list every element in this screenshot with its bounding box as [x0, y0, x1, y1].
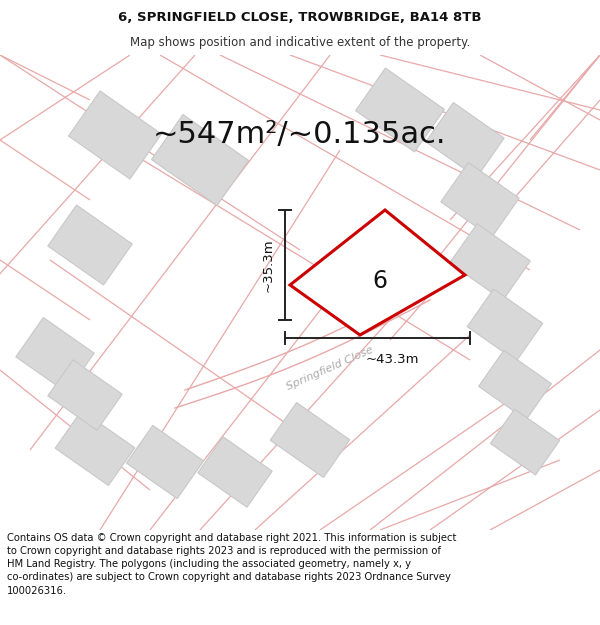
Polygon shape — [426, 102, 504, 178]
Polygon shape — [151, 114, 248, 206]
Polygon shape — [479, 351, 551, 419]
Text: Springfield Close: Springfield Close — [285, 344, 375, 392]
Polygon shape — [55, 411, 135, 486]
Text: Map shows position and indicative extent of the property.: Map shows position and indicative extent… — [130, 36, 470, 49]
Polygon shape — [16, 318, 94, 392]
Polygon shape — [490, 409, 560, 475]
Text: Contains OS data © Crown copyright and database right 2021. This information is : Contains OS data © Crown copyright and d… — [7, 533, 457, 596]
Polygon shape — [467, 289, 543, 361]
Text: ~35.3m: ~35.3m — [262, 238, 275, 292]
Polygon shape — [290, 210, 465, 335]
Polygon shape — [270, 402, 350, 478]
Polygon shape — [198, 437, 272, 508]
Polygon shape — [48, 360, 122, 430]
Polygon shape — [356, 68, 445, 152]
Text: 6, SPRINGFIELD CLOSE, TROWBRIDGE, BA14 8TB: 6, SPRINGFIELD CLOSE, TROWBRIDGE, BA14 8… — [118, 11, 482, 24]
Text: ~547m²/~0.135ac.: ~547m²/~0.135ac. — [153, 121, 447, 149]
Polygon shape — [127, 426, 203, 499]
Text: ~43.3m: ~43.3m — [366, 353, 419, 366]
Polygon shape — [48, 205, 132, 285]
Polygon shape — [441, 162, 519, 238]
Text: 6: 6 — [373, 269, 388, 293]
Polygon shape — [449, 224, 530, 300]
Polygon shape — [68, 91, 161, 179]
